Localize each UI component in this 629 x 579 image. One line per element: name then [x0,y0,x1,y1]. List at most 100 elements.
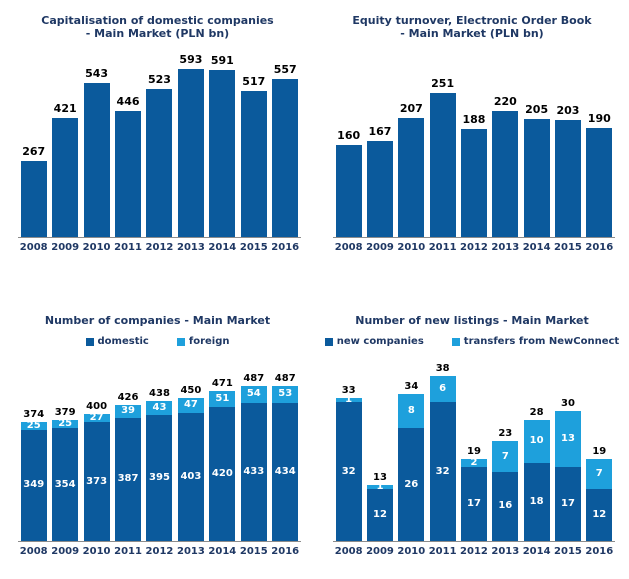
plot-area: 33 1 32 13 1 12 34 8 26 38 6 32 19 2 17 23 7 16 28 10 18 30 13… [333,363,615,542]
bar-group-2015: 517 [238,53,269,237]
legend-swatch-icon [85,337,94,346]
bar-group-2011: 251 [427,53,458,237]
chart-title-line: Number of companies - Main Market [44,314,271,327]
bar-group-2010: 543 [81,53,112,237]
bar-total-label: 30 [561,398,575,410]
bar-segment-foreign: 25 [52,419,79,429]
bar-total-label: 374 [23,408,45,420]
bar-segment-domestic: 433 [240,402,267,541]
bar-segment-domestic: 349 [20,429,47,541]
year-label: 2010 [397,242,426,253]
year-label: 2010 [82,242,111,253]
bar-total-label: 450 [180,384,202,396]
bar-total-label: 38 [435,363,450,375]
bar-group-2015: 487 54 433 [238,372,269,541]
year-label: 2009 [51,546,80,557]
bar-total-label: 487 [243,372,265,384]
bar-value-label: 523 [147,73,171,86]
bar-value-label: 190 [587,111,611,125]
bar-value-label: 207 [399,102,423,115]
bar-value-label: 267 [22,145,46,159]
bar-2013: 7 16 [492,441,519,541]
bar-total-label: 19 [592,445,607,457]
year-label: 2012 [145,242,174,253]
x-axis-labels: 2008 2009 2010 2011 2012 2013 2014 2015 2016 [333,546,615,557]
chart-number-of-companies: Number of companies - Main Market domest… [0,290,315,579]
year-label: 2012 [460,546,488,557]
bar-group-2009: 167 [364,53,395,237]
bar-group-2016: 557 [270,53,301,237]
bar-group-2011: 426 39 387 [112,372,143,541]
bar-segment-transfers-from-newconnect: 7 [586,458,613,489]
x-axis-labels: 2008 2009 2010 2011 2012 2013 2014 2015 2016 [333,242,615,253]
bar-value-label: 167 [368,125,392,138]
bar-group-2010: 207 [396,53,427,237]
bar-segment-foreign: 54 [240,385,267,403]
bar-2015: 54 433 [240,385,267,541]
year-label: 2008 [19,546,48,557]
bar-segment-new-companies: 18 [523,463,550,541]
chart-title-line: Number of new listings - Main Market [355,314,589,327]
bar-total-label: 23 [498,428,513,440]
bar-2011 [429,92,456,237]
bar-2016 [586,127,613,237]
legend-item-domestic: domestic [85,336,149,347]
year-label: 2011 [428,546,457,557]
chart-title: Number of companies - Main Market [0,314,315,327]
bar-2009 [52,117,79,237]
bar-2009 [366,141,393,237]
bar-segment-transfers-from-newconnect: 7 [492,441,519,472]
bar-2015 [240,90,267,237]
bar-group-2012: 188 [458,53,489,237]
legend-item-new-companies: new companies [324,336,424,347]
year-label: 2014 [522,546,551,557]
bar-2009: 25 354 [52,419,79,541]
chart-title: Capitalisation of domestic companies - M… [0,14,315,40]
bar-total-label: 438 [149,388,170,400]
legend-item-transfers: transfers from NewConnect [451,336,619,347]
bar-group-2013: 593 [175,53,206,237]
year-label: 2013 [491,242,520,253]
year-label: 2013 [176,242,205,253]
bar-2011 [115,110,142,237]
legend-swatch-icon [176,337,185,346]
bar-total-label: 400 [86,400,108,412]
bar-value-label: 557 [273,63,297,77]
year-label: 2008 [19,242,48,253]
chart-title: Equity turnover, Electronic Order Book -… [315,14,629,40]
year-label: 2012 [145,546,174,557]
bar-group-2014: 205 [521,53,552,237]
x-axis-labels: 2008 2009 2010 2011 2012 2013 2014 2015 2016 [18,546,301,557]
bar-segment-new-companies: 32 [335,402,362,541]
bar-value-label: 251 [431,76,455,90]
year-label: 2008 [334,242,363,253]
bar-2012: 2 17 [460,458,487,541]
year-label: 2015 [554,242,582,253]
bar-2012 [460,128,487,237]
bar-total-label: 33 [341,385,356,397]
bar-segment-transfers-from-newconnect: 8 [398,393,425,429]
bar-segment-new-companies: 17 [554,467,581,541]
bar-segment-transfers-from-newconnect: 1 [366,481,393,492]
bar-group-2012: 523 [144,53,175,237]
year-label: 2009 [366,242,394,253]
bar-total-label: 28 [529,406,544,418]
bar-2014 [209,69,236,237]
bar-2009: 1 12 [366,481,393,541]
year-label: 2009 [51,242,80,253]
chart-capitalisation: Capitalisation of domestic companies - M… [0,0,315,290]
bar-value-label: 517 [242,74,266,88]
bar-segment-foreign: 27 [83,413,110,423]
bar-2013 [492,110,519,237]
bar-2015 [554,120,581,237]
legend-label: foreign [188,336,230,347]
year-label: 2012 [460,242,488,253]
bar-segment-domestic: 434 [272,402,299,541]
chart-equity-turnover: Equity turnover, Electronic Order Book -… [315,0,629,290]
year-label: 2009 [366,546,394,557]
bar-segment-domestic: 420 [209,407,236,541]
bar-2014 [523,119,550,237]
bar-group-2015: 203 [552,53,583,237]
bar-2010: 8 26 [398,393,425,541]
